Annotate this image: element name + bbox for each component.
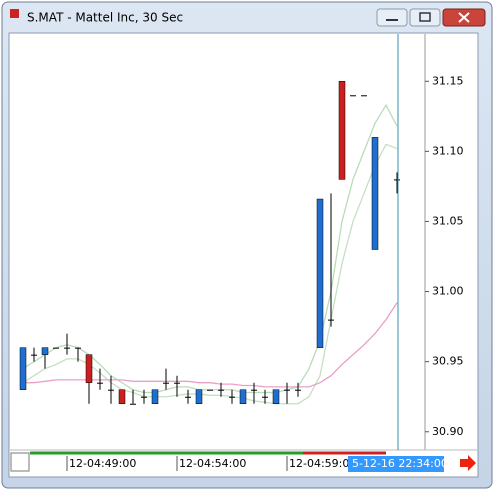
candle-body (361, 95, 367, 97)
maximize-button[interactable] (409, 8, 441, 27)
candle-body (41, 347, 49, 355)
candle-body (316, 198, 324, 348)
cursor-label-box (348, 456, 444, 472)
candle-body (229, 396, 235, 398)
y-tick-label: 30.95 (432, 355, 464, 368)
close-icon (458, 12, 470, 23)
moving-average-line (23, 302, 398, 388)
minimize-button[interactable] (376, 8, 408, 27)
candle-body (31, 354, 37, 356)
candle-body (141, 396, 147, 398)
candle-body (328, 319, 334, 321)
y-tick-label: 31.05 (432, 214, 464, 227)
candle-body (207, 389, 213, 391)
app-icon (10, 9, 19, 18)
scroll-box[interactable] (10, 452, 30, 472)
candle-body (185, 396, 191, 398)
candle-body (19, 347, 27, 390)
candle-body (118, 389, 126, 404)
candle-body (64, 347, 70, 349)
candle-body (130, 403, 136, 405)
candle-body (262, 396, 268, 398)
candle-body (195, 389, 203, 404)
moving-average-line (22, 143, 398, 405)
candle-body (295, 389, 301, 391)
client-area (8, 32, 479, 478)
candle-body (251, 389, 257, 391)
candle-body (272, 389, 280, 404)
candle-body (239, 389, 247, 404)
y-tick-label: 31.10 (432, 144, 464, 157)
candle-body (338, 81, 346, 180)
candle-body (151, 389, 159, 404)
y-tick-label: 30.90 (432, 425, 464, 438)
y-tick-label: 31.15 (432, 74, 464, 87)
window-title: S.MAT - Mattel Inc, 30 Sec (27, 11, 183, 25)
maximize-icon (419, 12, 431, 22)
candle-body (85, 354, 93, 383)
candle-body (108, 389, 114, 391)
candle-body (75, 347, 81, 349)
candle-body (174, 382, 180, 384)
cursor-label: 5-12-16 22:34:00 (352, 457, 448, 470)
candle-body (163, 382, 169, 384)
candle-body (97, 382, 103, 384)
scroll-right-arrow[interactable] (460, 455, 476, 471)
candle-body (371, 137, 379, 250)
x-tick-label: 12-04:59:00 (289, 457, 356, 470)
x-tick-label: 12-04:49:00 (69, 457, 136, 470)
candle-body (218, 389, 224, 391)
x-tick-label: 12-04:54:00 (179, 457, 246, 470)
candle-body (394, 179, 400, 181)
candle-body (284, 389, 290, 391)
y-tick-label: 31.00 (432, 285, 464, 298)
candle-body (53, 347, 59, 349)
candle-body (350, 95, 356, 97)
